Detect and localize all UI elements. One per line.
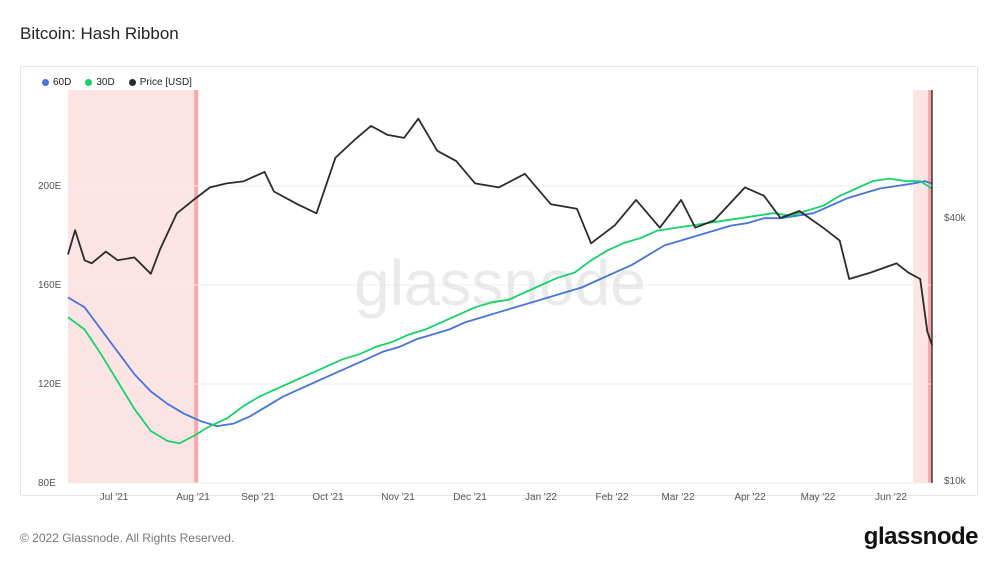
- legend-dot-60d: [42, 79, 49, 86]
- signal-bar: [928, 90, 932, 483]
- highlight-region: [68, 90, 199, 483]
- x-tick-label: May '22: [801, 492, 836, 503]
- y-right-tick-label: $10k: [944, 476, 967, 487]
- series-line-s60[interactable]: [67, 180, 933, 427]
- y-left-tick-label: 160E: [38, 280, 62, 291]
- series-line-s30[interactable]: [67, 177, 933, 445]
- y-left-tick-label: 80E: [38, 478, 56, 489]
- page-title: Bitcoin: Hash Ribbon: [20, 24, 179, 43]
- x-tick-label: Jan '22: [525, 492, 557, 503]
- x-tick-label: Aug '21: [176, 492, 210, 503]
- copyright-text: © 2022 Glassnode. All Rights Reserved.: [20, 531, 235, 545]
- highlight-region: [913, 90, 932, 483]
- y-left-tick-label: 200E: [38, 181, 62, 192]
- series-line-price[interactable]: [67, 117, 933, 346]
- chart-frame: [20, 66, 978, 496]
- x-tick-label: Jul '21: [100, 492, 129, 503]
- legend-dot-30d: [85, 79, 93, 86]
- x-tick-label: Sep '21: [241, 492, 275, 503]
- legend-label-30d: 30D: [96, 77, 115, 88]
- x-tick-label: Nov '21: [381, 492, 415, 503]
- y-right-tick-label: $40k: [944, 213, 967, 224]
- legend-item-60d[interactable]: 60D: [42, 77, 71, 88]
- signal-bar: [194, 90, 199, 483]
- x-tick-label: Jun '22: [875, 492, 907, 503]
- legend-item-30d[interactable]: 30D: [85, 77, 115, 88]
- x-tick-label: Mar '22: [661, 492, 694, 503]
- x-tick-label: Dec '21: [453, 492, 487, 503]
- brand-logo: glassnode: [863, 523, 979, 550]
- legend-label-price: Price [USD]: [139, 77, 192, 88]
- x-tick-label: Oct '21: [312, 492, 344, 503]
- x-tick-label: Feb '22: [595, 492, 628, 503]
- legend-dot-price: [128, 79, 136, 86]
- chart-legend: 60D 30D Price [USD]: [42, 77, 192, 88]
- watermark-text: glassnode: [354, 247, 646, 319]
- y-left-tick-label: 120E: [38, 379, 62, 390]
- legend-item-price[interactable]: Price [USD]: [128, 77, 192, 88]
- legend-label-60d: 60D: [53, 77, 72, 88]
- x-tick-label: Apr '22: [734, 492, 766, 503]
